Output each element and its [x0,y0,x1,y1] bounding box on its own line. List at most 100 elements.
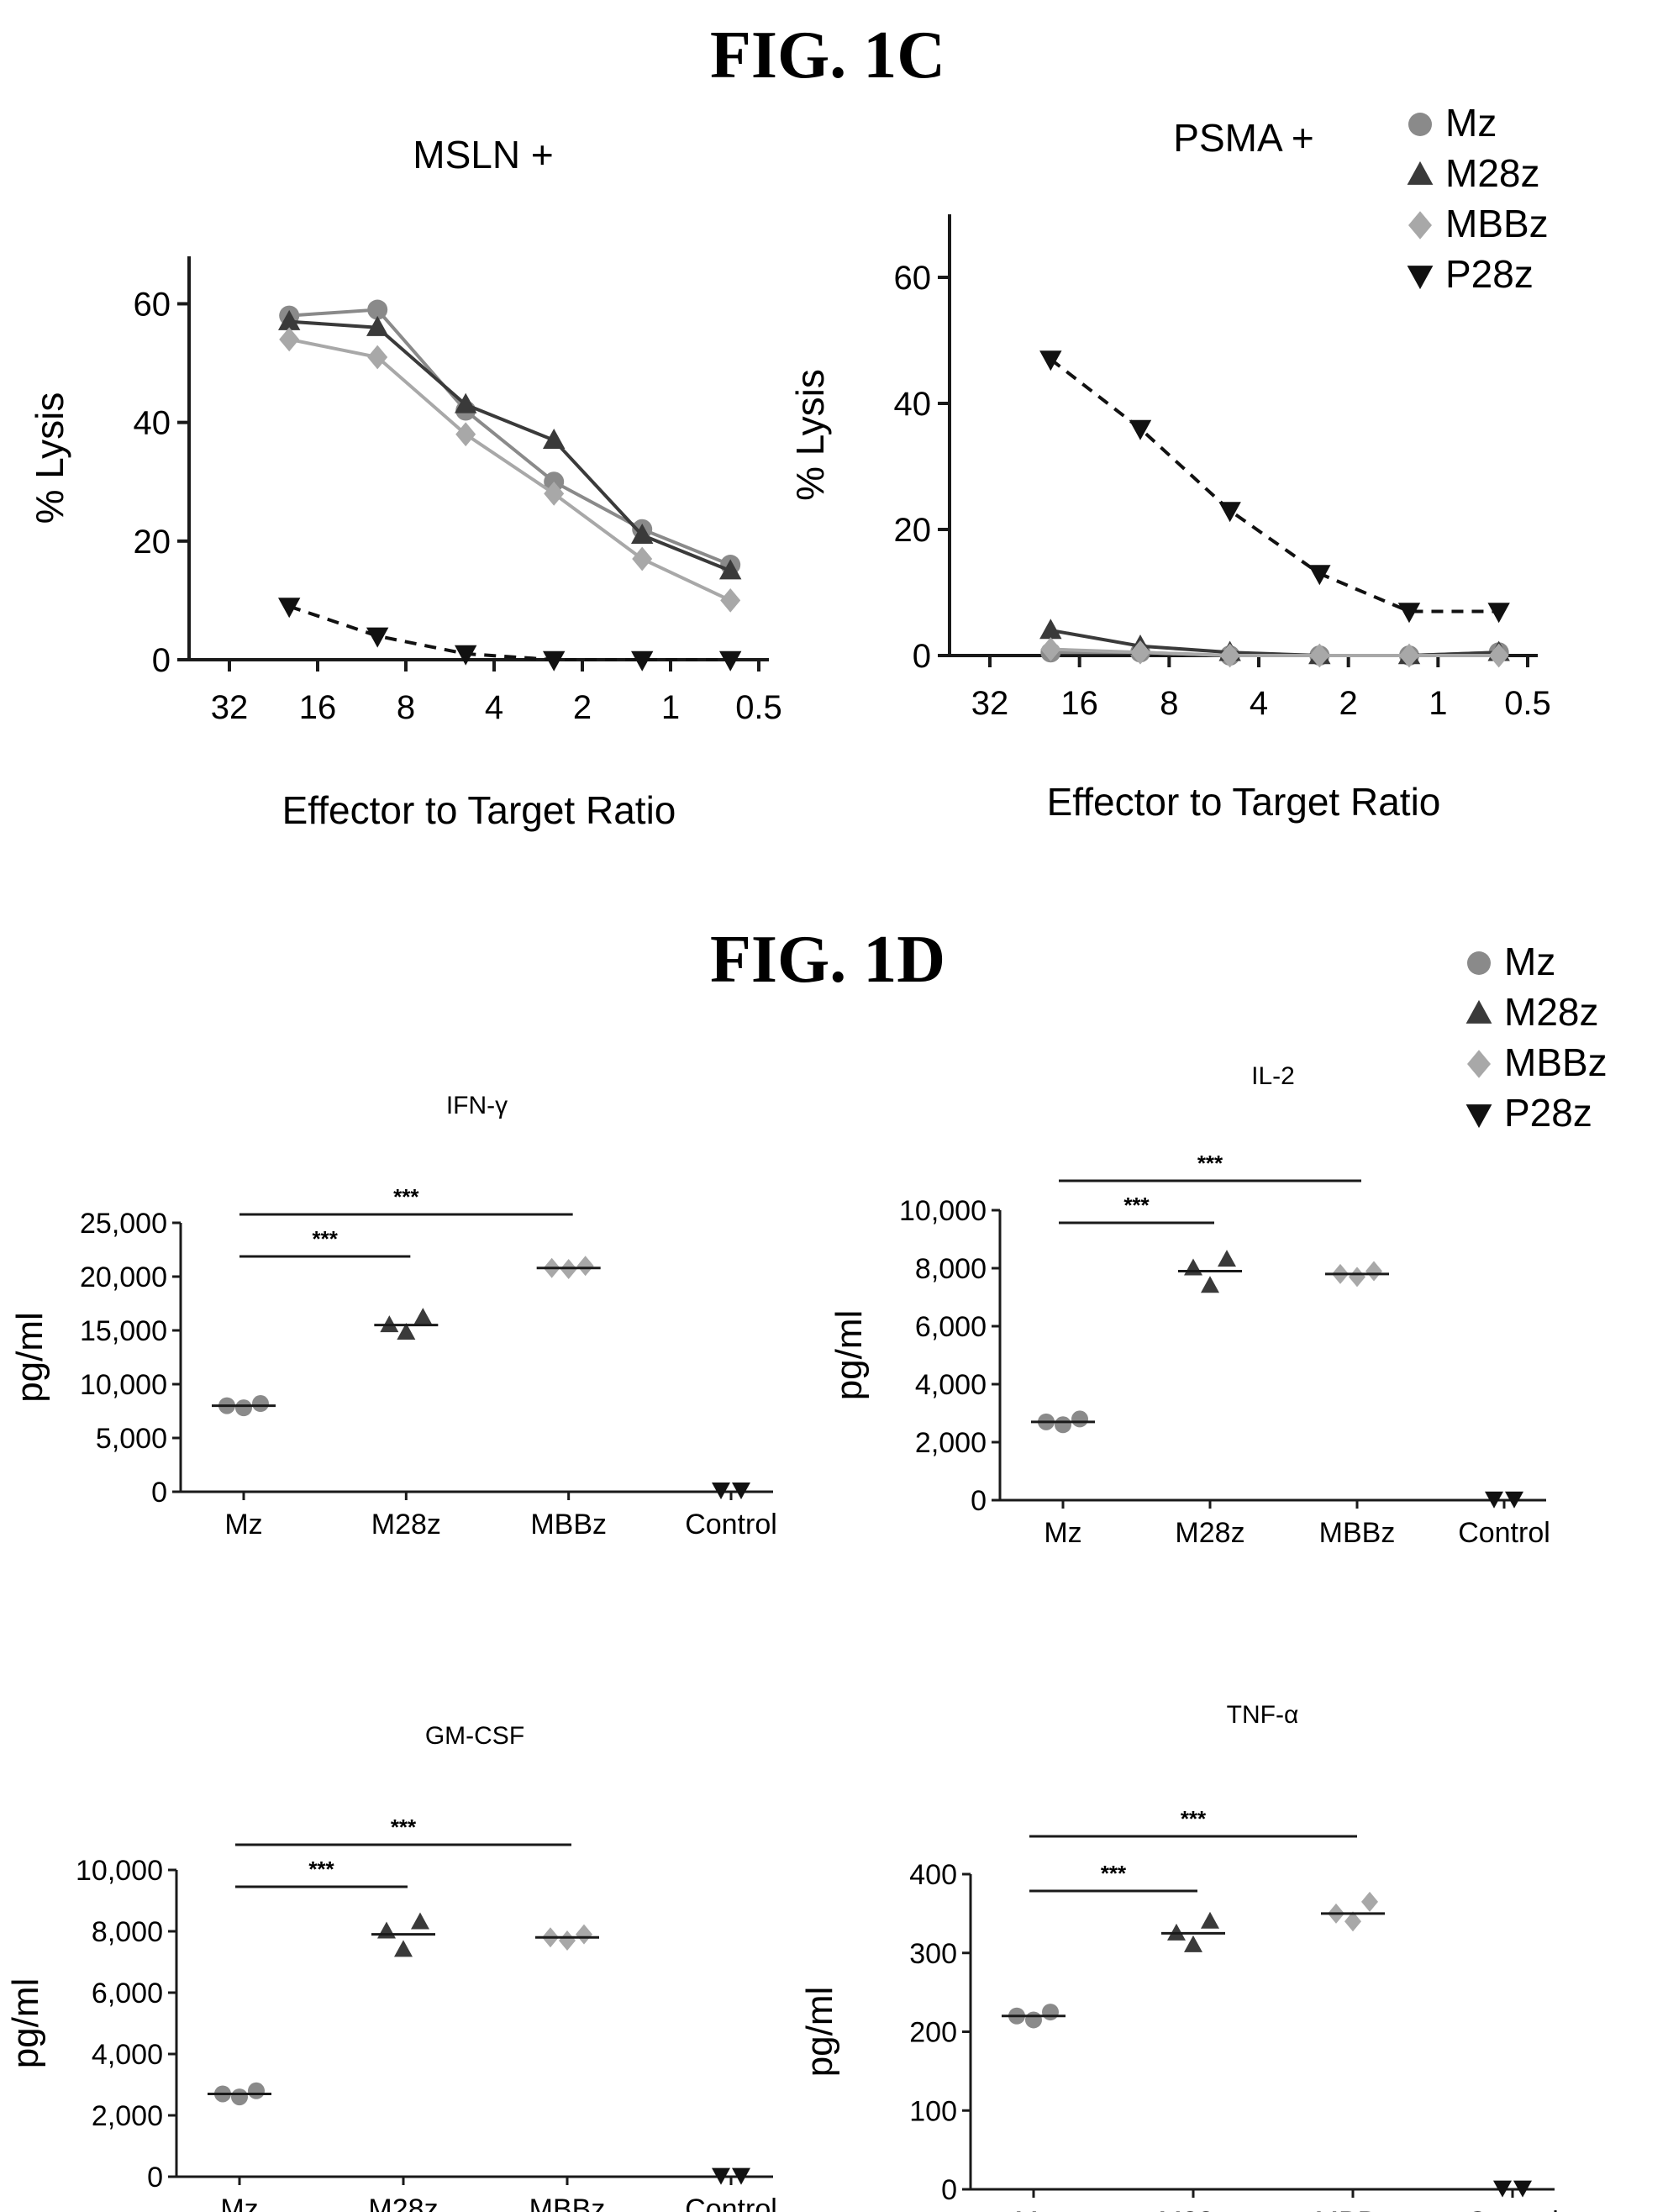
x-tick-label: 4 [1250,685,1268,722]
data-point-p28z [542,650,566,672]
y-tick-label: 8,000 [915,1253,987,1285]
data-point-mbbz [576,1924,592,1945]
x-tick-label: 2 [1339,685,1358,722]
series-line-mz [289,308,731,566]
legend-marker-mbbz [1467,1050,1491,1078]
legend-label-p28z: P28z [1504,1091,1592,1135]
series-line-mbbz [288,337,732,603]
chart-tnf-alpha: TNF-α 0 100 200 300 400 Mz M28z MBBz Control pg/ml… [799,1701,1559,2212]
x-tick-label: M28z [1158,2206,1228,2212]
data-point-mbbz [1219,643,1240,668]
y-tick-label: 10,000 [899,1195,987,1227]
significance-label: *** [1197,1151,1223,1176]
y-axis-label: pg/ml [799,1987,840,2078]
x-tick-label: 0.5 [1504,685,1551,722]
x-tick-label: Control [1458,1517,1550,1549]
data-point-mbbz [455,422,476,447]
data-point-mbbz [1344,1911,1361,1932]
x-tick-label: M28z [1175,1517,1244,1549]
data-point-mbbz [1365,1261,1382,1282]
significance-label: *** [1181,1806,1207,1831]
x-axis-label: Effector to Target Ratio [282,788,676,832]
legend-label-mz: Mz [1445,101,1497,145]
data-point-m28z [377,1921,396,1939]
significance-label: *** [393,1184,419,1209]
x-tick-label: Mz [224,1509,262,1540]
chart-msln-lysis: MSLN + 0 20 40 60 32 16 8 4 2 1 0.5 Effector to Targ… [28,133,782,832]
x-tick-label: 32 [971,685,1009,722]
y-tick-label: 0 [147,2162,163,2194]
x-tick-label: Mz [1014,2206,1052,2212]
legend-marker-mz [1408,113,1432,136]
data-point-p28z [1487,603,1510,624]
chart-il-2: IL-2 0 2,000 4,000 6,000 8,000 10,000 Mz M28z MBB… [829,1062,1550,1549]
data-point-mz [235,1399,252,1417]
series-line-p28z [1050,357,1499,614]
data-point-m28z [277,309,301,330]
data-point-p28z [366,627,389,648]
y-tick-label: 60 [134,286,171,323]
legend-label-mbbz: MBBz [1504,1040,1607,1084]
significance-label: *** [308,1856,334,1882]
data-point-control [1505,1491,1523,1509]
y-tick-label: 10,000 [80,1369,167,1401]
x-tick-label: 8 [397,689,415,726]
x-tick-label: M28z [371,1509,441,1540]
data-point-control [1485,1491,1503,1509]
data-point-mbbz [559,1930,576,1951]
y-tick-label: 20,000 [80,1261,167,1293]
data-point-p28z [1129,419,1152,440]
chart-ifn-gamma: IFN-γ 0 5,000 10,000 15,000 20,000 25,000 Mz M28… [9,1092,777,1540]
data-point-mbbz [1361,1891,1378,1912]
data-point-control [1493,2180,1512,2198]
x-tick-label: 0.5 [735,689,782,726]
x-tick-label: 1 [661,689,680,726]
significance-label: *** [391,1814,417,1840]
y-tick-label: 5,000 [96,1423,167,1455]
y-axis-label: % Lysis [788,369,832,501]
y-tick-label: 2,000 [915,1427,987,1459]
significance-label: *** [1123,1193,1150,1218]
y-tick-label: 20 [134,524,171,561]
chart-title: IFN-γ [446,1092,508,1119]
data-point-control [712,1482,730,1499]
data-point-m28z [454,392,477,413]
data-point-p28z [1308,565,1331,586]
data-point-m28z [1184,1258,1202,1276]
legend-label-m28z: M28z [1504,990,1598,1034]
data-point-mbbz [367,345,388,370]
data-point-p28z [277,598,301,619]
x-tick-label: 16 [1060,685,1098,722]
data-point-m28z [1201,1276,1219,1293]
y-tick-label: 0 [941,2174,957,2206]
x-tick-label: Control [685,2194,777,2212]
data-point-p28z [630,650,654,672]
chart-title: IL-2 [1251,1062,1295,1090]
data-point-m28z [1218,1250,1236,1267]
legend-marker-m28z [1465,999,1492,1024]
data-point-mbbz [1398,643,1419,668]
data-point-p28z [454,645,477,666]
x-tick-label: MBBz [530,1509,607,1540]
chart-title: TNF-α [1227,1701,1299,1729]
y-tick-label: 40 [134,405,171,442]
data-point-control [732,2167,750,2185]
legend-label-m28z: M28z [1445,151,1539,195]
data-point-mbbz [1309,643,1330,668]
x-tick-label: MBBz [529,2194,606,2212]
series-line-p28z [288,604,731,661]
y-tick-label: 6,000 [92,1978,163,2009]
y-tick-label: 20 [894,512,932,549]
x-tick-label: MBBz [1319,1517,1396,1549]
fig-1d-title: FIG. 1D [710,923,945,997]
data-point-mz [367,299,388,320]
x-tick-label: Control [1466,2206,1559,2212]
x-tick-label: 16 [299,689,337,726]
y-tick-label: 0 [913,638,931,675]
y-tick-label: 2,000 [92,2100,163,2132]
x-tick-label: M28z [368,2194,438,2212]
data-point-m28z [411,1912,429,1930]
data-point-m28z [630,523,654,544]
data-point-m28z [366,315,389,336]
data-point-mz [248,2082,265,2099]
